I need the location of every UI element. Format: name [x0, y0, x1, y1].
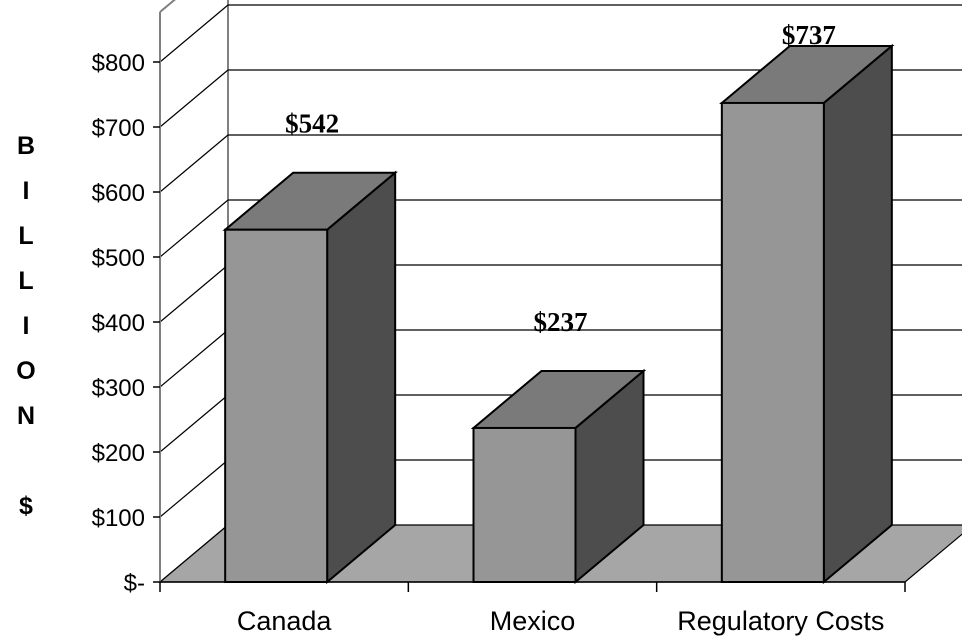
- y-axis-label-letter: I: [23, 177, 30, 205]
- gridline-diagonal: [159, 199, 229, 258]
- bar-mexico: [470, 368, 647, 585]
- bar-canada: [222, 170, 398, 585]
- y-tick-label: $800: [92, 50, 145, 77]
- chart-frame: [159, 0, 229, 582]
- bar-regulatory-costs: [719, 43, 895, 585]
- y-tick-label: $200: [92, 440, 145, 467]
- gridline-diagonal: [159, 264, 229, 323]
- gridline-diagonal: [159, 394, 229, 453]
- gridline-diagonal: [159, 69, 229, 128]
- y-axis-label-letter: I: [23, 312, 30, 340]
- x-category-label: Canada: [237, 606, 333, 636]
- y-axis-label-letter: B: [17, 132, 35, 160]
- x-category-label: Regulatory Costs: [677, 606, 884, 636]
- data-label: $237: [534, 307, 588, 337]
- y-axis: $- $100 $200 $300 $400 $500 $600 $700 $800: [92, 12, 161, 597]
- y-tick-label: $-: [124, 570, 145, 597]
- y-tick-label: $500: [92, 245, 145, 272]
- y-tick-label: $600: [92, 180, 145, 207]
- y-tick-label: $100: [92, 505, 145, 532]
- y-tick-label: $400: [92, 310, 145, 337]
- data-labels: $542 $237 $737: [285, 20, 836, 337]
- bar: [472, 426, 577, 584]
- y-axis-label-letter: L: [18, 267, 33, 295]
- x-axis: Canada Mexico Regulatory Costs: [159, 581, 906, 636]
- left-wall-top-edge: [159, 0, 176, 13]
- x-category-label: Mexico: [490, 606, 576, 636]
- y-tick-label: $300: [92, 375, 145, 402]
- y-axis-label-letter: N: [17, 402, 35, 430]
- bar: [224, 228, 329, 583]
- gridline-diagonal: [159, 329, 229, 388]
- bar-side: [822, 43, 893, 585]
- bars: [222, 43, 895, 585]
- bar-side: [326, 170, 397, 585]
- y-tick-label: $700: [92, 115, 145, 142]
- y-axis-label-letter: O: [16, 357, 35, 385]
- y-axis-label-letter: L: [18, 222, 33, 250]
- bar: [720, 101, 825, 583]
- y-axis-label-letter: $: [19, 492, 33, 520]
- gridline-diagonal: [159, 4, 229, 63]
- gridline-diagonal: [159, 459, 229, 518]
- gridline-diagonal: [159, 134, 229, 193]
- data-label: $542: [285, 109, 339, 139]
- data-label: $737: [782, 20, 836, 50]
